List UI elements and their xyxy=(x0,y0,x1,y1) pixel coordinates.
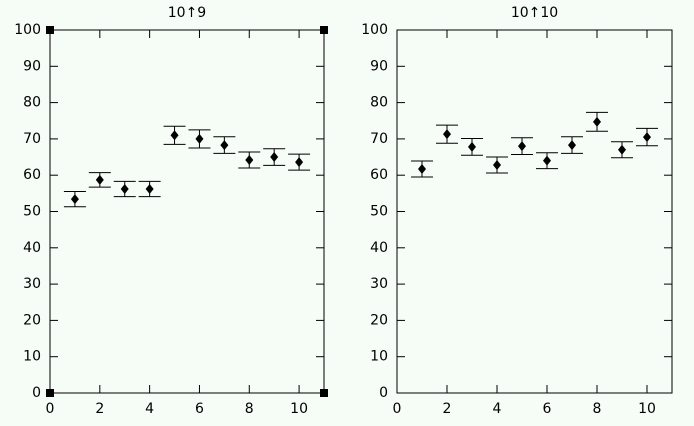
data-point xyxy=(295,157,304,168)
y-tick-label: 90 xyxy=(370,58,388,74)
y-tick-label: 30 xyxy=(23,276,41,292)
data-point xyxy=(518,141,526,152)
x-tick-label: 4 xyxy=(493,401,502,417)
y-tick-label: 70 xyxy=(370,131,388,147)
chart-title: 10↑9 xyxy=(168,5,206,21)
data-point xyxy=(245,154,254,165)
y-tick-label: 50 xyxy=(370,204,388,220)
data-point xyxy=(120,183,129,194)
x-tick-label: 6 xyxy=(195,401,204,417)
data-point xyxy=(195,133,204,144)
data-point xyxy=(443,129,451,140)
y-tick-label: 40 xyxy=(370,240,388,256)
x-tick-label: 6 xyxy=(543,401,552,417)
data-point xyxy=(270,152,279,163)
y-tick-label: 10 xyxy=(23,349,41,365)
x-tick-label: 10 xyxy=(290,401,308,417)
data-point xyxy=(418,164,426,175)
y-tick-label: 50 xyxy=(23,204,41,220)
y-tick-label: 100 xyxy=(361,22,388,38)
y-tick-label: 20 xyxy=(23,312,41,328)
chart-title: 10↑10 xyxy=(511,5,558,21)
x-tick-label: 2 xyxy=(443,401,452,417)
data-point xyxy=(568,140,576,151)
y-tick-label: 60 xyxy=(23,167,41,183)
y-tick-label: 80 xyxy=(23,95,41,111)
x-tick-label: 8 xyxy=(245,401,254,417)
data-point xyxy=(643,132,651,143)
x-tick-label: 0 xyxy=(393,401,402,417)
x-tick-label: 10 xyxy=(638,401,656,417)
y-tick-label: 60 xyxy=(370,167,388,183)
y-tick-label: 0 xyxy=(379,385,388,401)
x-tick-label: 0 xyxy=(46,401,55,417)
data-point xyxy=(70,194,79,205)
x-tick-label: 4 xyxy=(145,401,154,417)
data-point xyxy=(170,130,179,141)
y-tick-label: 30 xyxy=(370,276,388,292)
y-tick-label: 10 xyxy=(370,349,388,365)
y-tick-label: 0 xyxy=(32,385,41,401)
data-point xyxy=(220,140,229,151)
y-tick-label: 70 xyxy=(23,131,41,147)
y-tick-label: 20 xyxy=(370,312,388,328)
y-tick-label: 100 xyxy=(14,22,41,38)
data-point xyxy=(95,174,104,185)
data-point xyxy=(593,116,601,127)
data-point xyxy=(145,183,154,194)
data-point xyxy=(543,155,551,166)
x-tick-label: 2 xyxy=(95,401,104,417)
y-tick-label: 90 xyxy=(23,58,41,74)
data-point xyxy=(468,141,476,152)
x-tick-label: 8 xyxy=(593,401,602,417)
data-point xyxy=(493,160,501,171)
data-point xyxy=(618,144,626,155)
y-tick-label: 80 xyxy=(370,95,388,111)
y-tick-label: 40 xyxy=(23,240,41,256)
